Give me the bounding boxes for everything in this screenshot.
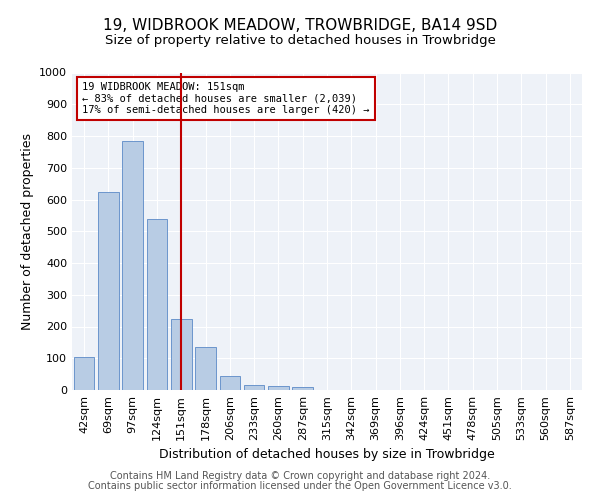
Bar bbox=[171, 318, 191, 390]
Y-axis label: Number of detached properties: Number of detached properties bbox=[20, 132, 34, 330]
Bar bbox=[74, 358, 94, 390]
Bar bbox=[268, 386, 289, 390]
Bar bbox=[220, 376, 240, 390]
Bar bbox=[195, 347, 216, 390]
Bar bbox=[146, 218, 167, 390]
Text: Contains HM Land Registry data © Crown copyright and database right 2024.: Contains HM Land Registry data © Crown c… bbox=[110, 471, 490, 481]
Text: Contains public sector information licensed under the Open Government Licence v3: Contains public sector information licen… bbox=[88, 481, 512, 491]
Text: 19 WIDBROOK MEADOW: 151sqm
← 83% of detached houses are smaller (2,039)
17% of s: 19 WIDBROOK MEADOW: 151sqm ← 83% of deta… bbox=[82, 82, 370, 115]
X-axis label: Distribution of detached houses by size in Trowbridge: Distribution of detached houses by size … bbox=[159, 448, 495, 462]
Bar bbox=[98, 192, 119, 390]
Text: 19, WIDBROOK MEADOW, TROWBRIDGE, BA14 9SD: 19, WIDBROOK MEADOW, TROWBRIDGE, BA14 9S… bbox=[103, 18, 497, 32]
Bar bbox=[244, 385, 265, 390]
Text: Size of property relative to detached houses in Trowbridge: Size of property relative to detached ho… bbox=[104, 34, 496, 47]
Bar bbox=[292, 387, 313, 390]
Bar bbox=[122, 141, 143, 390]
